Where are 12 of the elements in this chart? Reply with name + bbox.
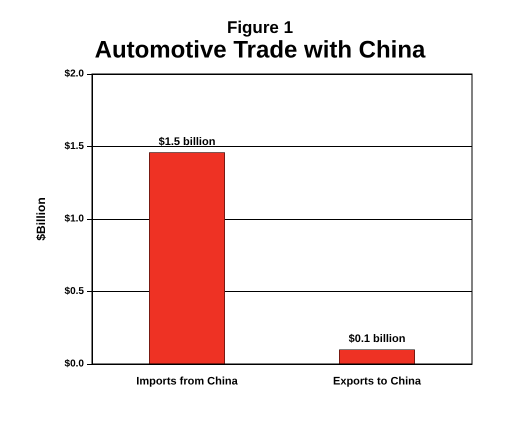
data-label: $1.5 billion <box>158 136 216 148</box>
y-tick-label: $0.5 <box>64 286 84 297</box>
y-tick-label: $0.0 <box>64 358 84 370</box>
x-tick-label: Exports to China <box>332 376 422 388</box>
y-tick-label: $2.0 <box>64 68 84 80</box>
data-label: $0.1 billion <box>348 333 406 345</box>
chart-subtitle: Automotive Trade with China <box>94 36 426 64</box>
x-tick-label: Imports from China <box>136 376 239 388</box>
chart-title: Figure 1 <box>226 18 294 37</box>
y-tick-label: $1.5 <box>64 141 84 152</box>
y-axis-title: $Billion <box>34 197 48 241</box>
y-tick-label: $1.0 <box>64 214 84 224</box>
